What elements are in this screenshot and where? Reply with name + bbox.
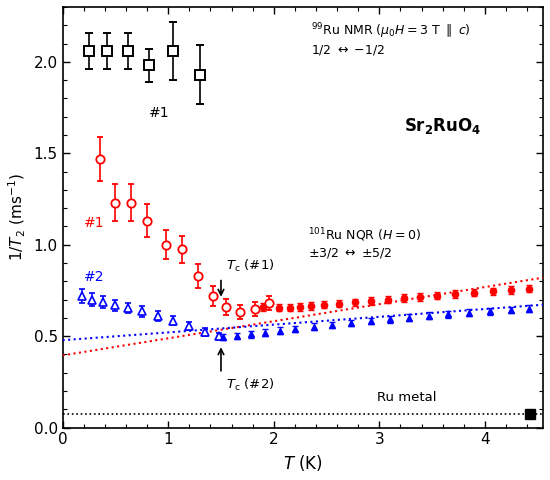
Y-axis label: $1/T_2$ (ms$^{-1}$): $1/T_2$ (ms$^{-1}$) [7, 173, 28, 261]
Text: Ru metal: Ru metal [377, 391, 437, 404]
Text: $^{101}$Ru NQR ($H = 0$)
$\pm$3/2 $\leftrightarrow$ $\pm$5/2: $^{101}$Ru NQR ($H = 0$) $\pm$3/2 $\left… [307, 227, 421, 260]
Text: #1: #1 [149, 106, 170, 120]
Text: $T_{\rm c}$ (#2): $T_{\rm c}$ (#2) [226, 377, 274, 394]
Text: $\mathbf{Sr_2RuO_4}$: $\mathbf{Sr_2RuO_4}$ [404, 116, 481, 136]
X-axis label: $T$ (K): $T$ (K) [283, 453, 323, 473]
Text: $^{99}$Ru NMR ($\mu_0 H = 3$ T $\parallel$ $c$)
1/2 $\leftrightarrow$ $-$1/2: $^{99}$Ru NMR ($\mu_0 H = 3$ T $\paralle… [311, 22, 471, 57]
Text: $T_{\rm c}$ (#1): $T_{\rm c}$ (#1) [226, 258, 274, 274]
Text: #1: #1 [84, 216, 104, 230]
Text: #2: #2 [84, 270, 104, 284]
